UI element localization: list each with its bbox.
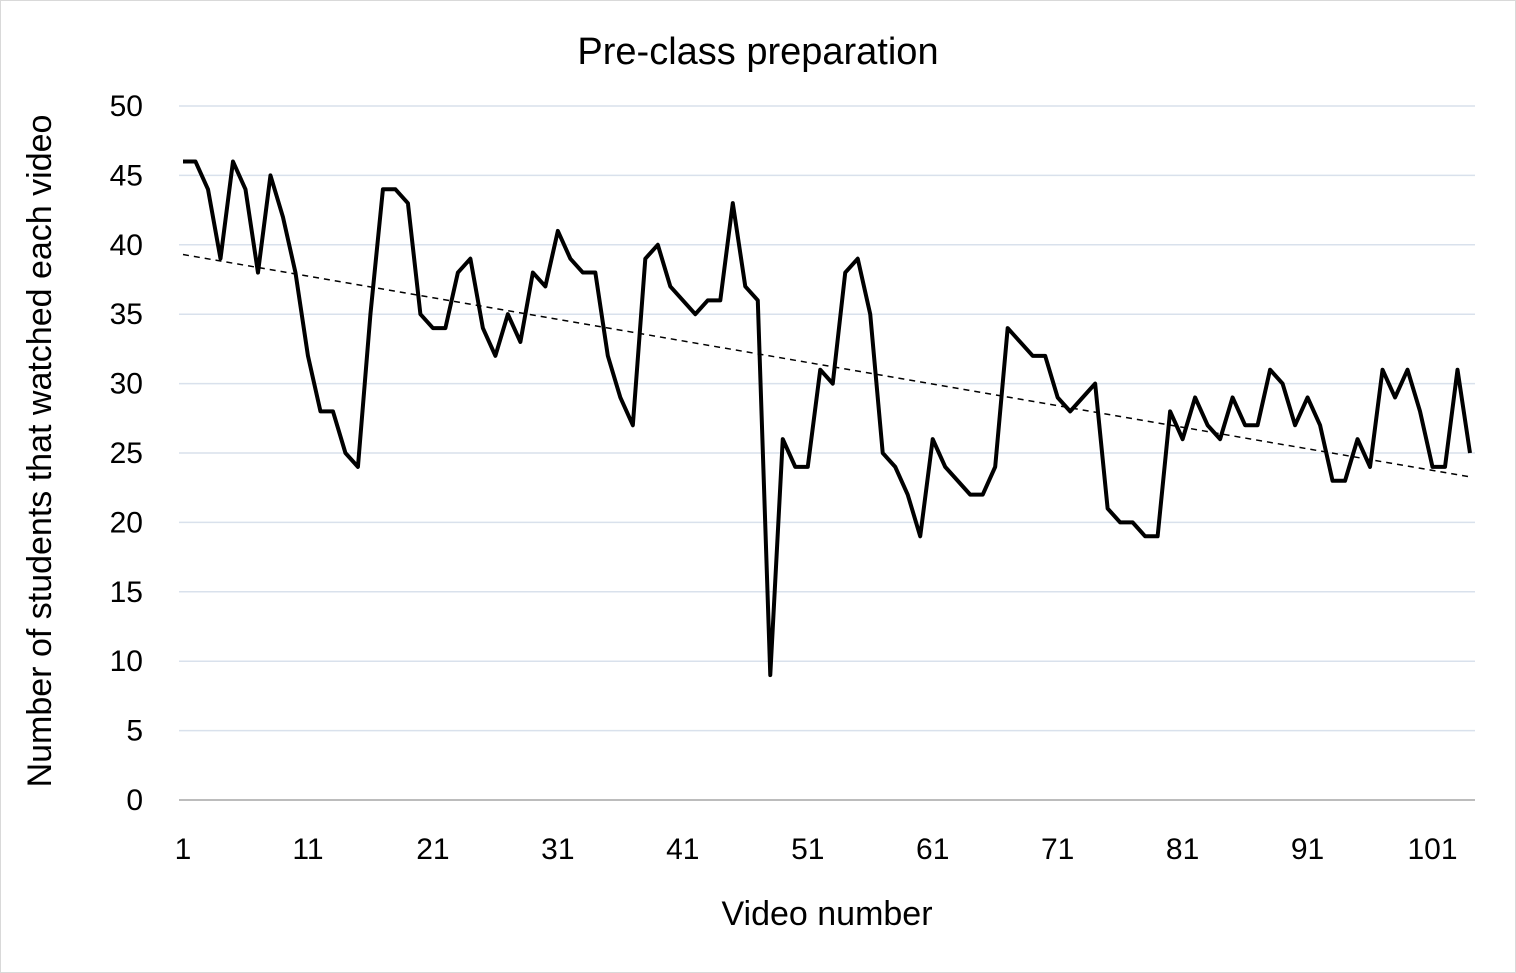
- chart-title: Pre-class preparation: [577, 31, 938, 73]
- x-tick-label: 11: [292, 833, 323, 866]
- x-tick-label: 41: [666, 833, 699, 866]
- y-tick-label: 40: [110, 229, 143, 262]
- y-axis-ticks: 0 5 10 15 20 25 30 35 40 45 50: [110, 90, 143, 817]
- y-tick-label: 5: [126, 715, 143, 748]
- y-tick-label: 20: [110, 506, 143, 539]
- y-tick-label: 50: [110, 90, 143, 123]
- x-tick-label: 51: [791, 833, 824, 866]
- y-tick-label: 10: [110, 645, 143, 678]
- x-tick-label: 21: [416, 833, 449, 866]
- x-tick-label: 101: [1407, 833, 1457, 866]
- x-axis-title: Video number: [721, 895, 932, 933]
- x-tick-label: 61: [916, 833, 949, 866]
- y-tick-label: 15: [110, 576, 143, 609]
- series-layer: [182, 159, 1472, 678]
- x-tick-label: 31: [541, 833, 574, 866]
- x-tick-label: 91: [1291, 833, 1324, 866]
- gridlines: [179, 105, 1475, 732]
- x-tick-label: 71: [1041, 833, 1074, 866]
- y-tick-label: 25: [110, 437, 143, 470]
- x-tick-label: 1: [175, 833, 192, 866]
- trendline: [182, 253, 1471, 478]
- series-line: [183, 159, 1472, 678]
- y-tick-label: 45: [110, 159, 143, 192]
- y-axis-title: Number of students that watched each vid…: [21, 115, 59, 788]
- y-tick-label: 30: [110, 368, 143, 401]
- y-tick-label: 0: [126, 784, 143, 817]
- x-tick-label: 81: [1166, 833, 1199, 866]
- x-axis-ticks: 1 11 21 31 41 51 61 71 81 91 101: [175, 833, 1458, 866]
- y-tick-label: 35: [110, 298, 143, 331]
